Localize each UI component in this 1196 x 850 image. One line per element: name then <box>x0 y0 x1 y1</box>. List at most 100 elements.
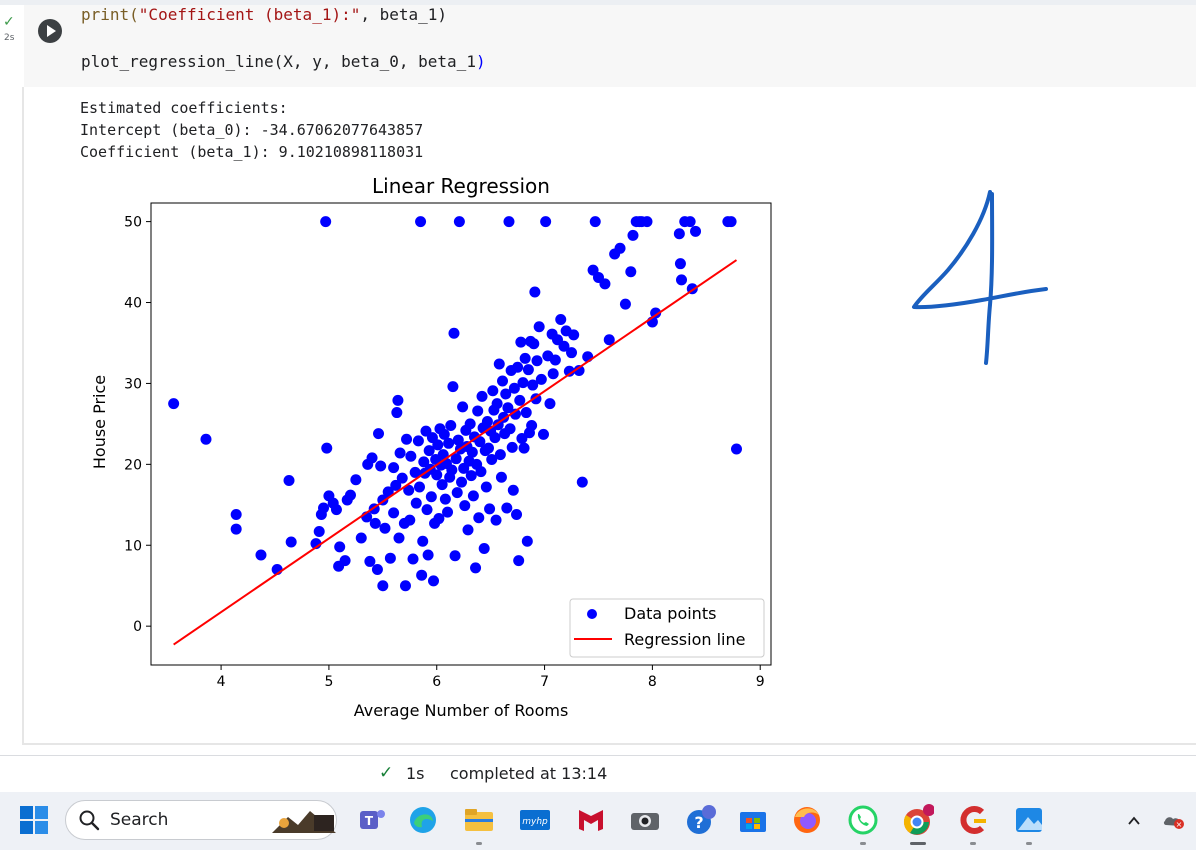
file-explorer-icon[interactable] <box>462 803 496 837</box>
data-point <box>589 216 601 228</box>
data-point <box>451 487 463 499</box>
data-points <box>168 216 742 592</box>
onedrive-icon[interactable]: × <box>1162 811 1186 831</box>
running-indicator <box>970 842 976 845</box>
svg-text:?: ? <box>694 813 703 832</box>
data-point <box>410 497 422 509</box>
data-point <box>507 484 519 496</box>
active-indicator <box>910 842 926 845</box>
data-point <box>484 503 496 515</box>
data-point <box>513 555 525 567</box>
photos-icon[interactable] <box>1012 803 1046 837</box>
play-icon <box>47 25 56 37</box>
data-point <box>462 524 474 536</box>
cell-left-border <box>22 87 24 744</box>
data-point <box>431 469 443 481</box>
store-icon[interactable] <box>736 803 770 837</box>
code-cell[interactable] <box>24 5 1196 87</box>
data-point <box>168 398 180 410</box>
data-point <box>421 504 433 516</box>
status-check-icon: ✓ <box>379 763 394 783</box>
data-point <box>403 484 415 496</box>
data-point <box>573 364 585 376</box>
y-tick-label: 30 <box>124 376 142 392</box>
data-point <box>547 368 559 380</box>
firefox-icon[interactable] <box>790 803 824 837</box>
axis-ticks: 4 5 6 7 8 9 0 10 20 30 40 50 <box>124 215 765 690</box>
x-tick-label: 8 <box>648 674 657 690</box>
x-tick-label: 7 <box>540 674 549 690</box>
data-point <box>568 329 580 341</box>
whatsapp-icon[interactable] <box>846 803 880 837</box>
chart-title: Linear Regression <box>372 174 550 198</box>
data-point <box>369 517 381 529</box>
data-point <box>493 358 505 370</box>
data-point <box>321 442 333 454</box>
data-point <box>415 216 427 228</box>
data-point <box>382 486 394 498</box>
regression-line <box>173 259 738 646</box>
x-axis-label: Average Number of Rooms <box>354 701 569 720</box>
data-point <box>684 216 696 228</box>
data-point <box>474 436 486 448</box>
help-icon[interactable]: ? <box>684 803 718 837</box>
data-point <box>449 550 461 562</box>
data-point <box>423 445 435 457</box>
data-point <box>401 433 413 445</box>
run-cell-button[interactable] <box>38 19 62 43</box>
data-point <box>641 216 653 228</box>
ccleaner-icon[interactable] <box>956 803 990 837</box>
executed-check-icon: ✓ <box>3 14 15 30</box>
status-duration: 1s <box>406 764 425 783</box>
data-point <box>200 433 212 445</box>
data-point <box>521 535 533 547</box>
data-point <box>422 549 434 561</box>
data-point <box>459 500 471 512</box>
windows-start-icon[interactable] <box>20 806 48 834</box>
edge-icon[interactable] <box>406 803 440 837</box>
data-point <box>388 507 400 519</box>
y-axis-label: House Price <box>90 375 109 469</box>
data-point <box>330 504 342 516</box>
camera-icon[interactable] <box>628 803 662 837</box>
data-point <box>442 506 454 518</box>
data-point <box>650 307 662 319</box>
data-point <box>320 216 332 228</box>
data-point <box>482 442 494 454</box>
teams-icon[interactable]: T <box>354 803 388 837</box>
data-point <box>725 216 737 228</box>
data-point <box>490 514 502 526</box>
data-point <box>443 437 455 449</box>
data-point <box>487 385 499 397</box>
data-point <box>285 536 297 548</box>
data-point <box>529 286 541 298</box>
data-point <box>497 375 509 387</box>
data-point <box>491 398 503 410</box>
running-indicator <box>860 842 866 845</box>
data-point <box>465 470 477 482</box>
myhp-icon[interactable]: myhp <box>518 803 552 837</box>
data-point <box>540 216 552 228</box>
data-point <box>467 490 479 502</box>
data-point <box>388 462 400 474</box>
data-point <box>514 394 526 406</box>
data-point <box>364 555 376 567</box>
output-line-3: Coefficient (beta_1): 9.10210898118031 <box>80 143 424 161</box>
data-point <box>526 420 538 432</box>
code-line-1: print("Coefficient (beta_1):", beta_1) <box>81 5 448 24</box>
data-point <box>425 491 437 503</box>
data-point <box>448 327 460 339</box>
data-point <box>730 443 742 455</box>
data-point <box>676 274 688 286</box>
data-point <box>494 449 506 461</box>
widgets-icon[interactable] <box>270 805 338 835</box>
mcafee-icon[interactable] <box>574 803 608 837</box>
data-point <box>502 402 514 414</box>
chevron-up-icon[interactable] <box>1126 813 1142 829</box>
svg-text:×: × <box>1176 820 1183 829</box>
chrome-icon[interactable] <box>900 803 934 837</box>
y-tick-label: 40 <box>124 296 142 312</box>
data-point <box>255 549 267 561</box>
data-point <box>375 460 387 472</box>
data-point <box>627 229 639 241</box>
